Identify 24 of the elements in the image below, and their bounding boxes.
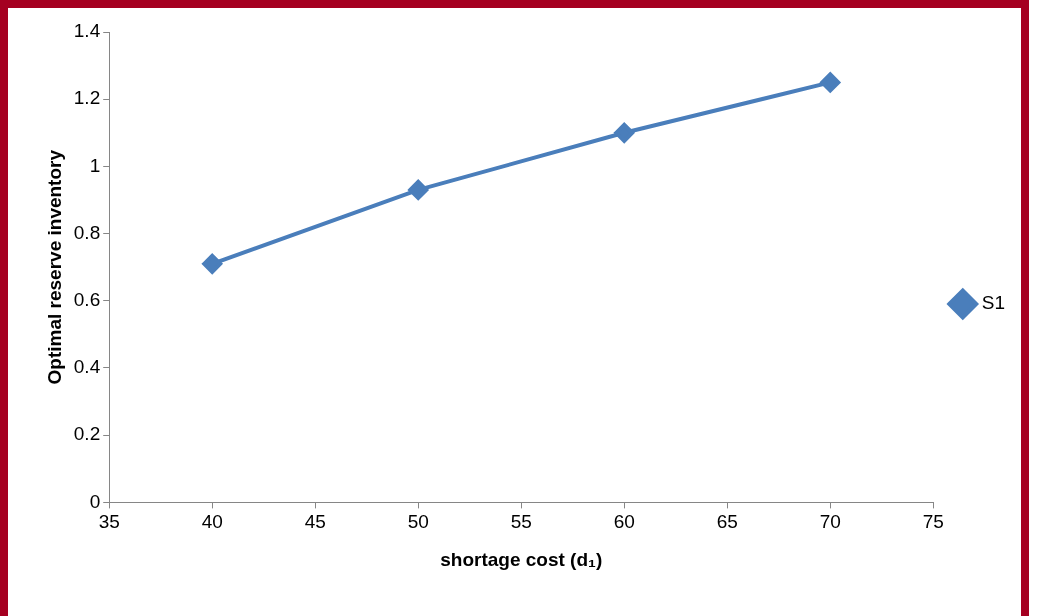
x-tick-label: 45 bbox=[304, 511, 326, 533]
y-tick-label: 1.2 bbox=[73, 87, 101, 109]
y-tick-label: 0.4 bbox=[73, 356, 101, 378]
x-tick-label: 50 bbox=[407, 511, 429, 533]
point bbox=[202, 253, 223, 274]
point bbox=[614, 122, 635, 143]
y-tick-label: 0.6 bbox=[73, 289, 101, 311]
y-tick-label: 1 bbox=[89, 154, 101, 176]
y-tick-label: 0.2 bbox=[73, 423, 101, 445]
y-tick-label: 0.8 bbox=[73, 221, 101, 243]
x-tick-label: 70 bbox=[819, 511, 841, 533]
point bbox=[408, 179, 429, 200]
x-tick-label: 55 bbox=[510, 511, 532, 533]
x-tick-label: 65 bbox=[716, 511, 738, 533]
point bbox=[820, 72, 841, 93]
y-axis-title: Optimal reserve inventory bbox=[43, 149, 65, 385]
y-tick-label: 0 bbox=[89, 490, 101, 512]
legend-label: S1 bbox=[981, 292, 1006, 314]
x-tick-label: 40 bbox=[201, 511, 223, 533]
x-tick-label: 75 bbox=[922, 511, 944, 533]
x-tick-label: 60 bbox=[613, 511, 635, 533]
x-tick-label: 35 bbox=[98, 511, 120, 533]
x-axis-title: shortage cost (d₁) bbox=[440, 548, 603, 570]
y-tick-label: 1.4 bbox=[73, 20, 101, 42]
